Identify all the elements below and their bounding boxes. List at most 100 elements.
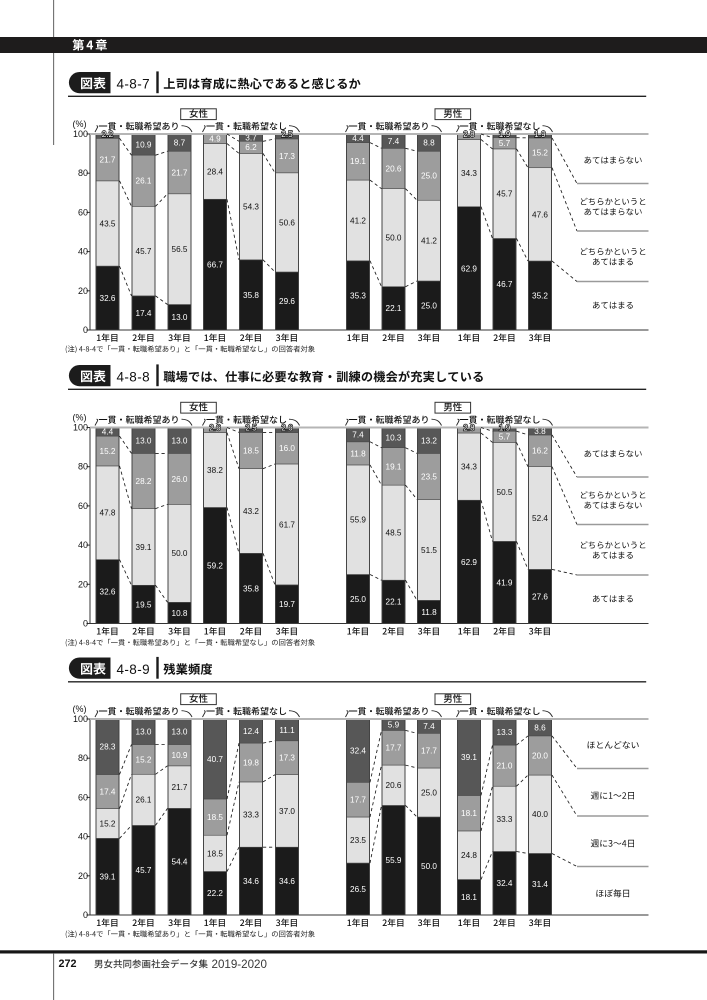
svg-text:50.6: 50.6 [279, 218, 295, 227]
svg-text:2.6: 2.6 [209, 423, 221, 432]
svg-text:100: 100 [73, 129, 88, 139]
svg-text:26.0: 26.0 [172, 475, 188, 484]
svg-text:32.4: 32.4 [350, 747, 366, 756]
svg-text:28.3: 28.3 [100, 743, 116, 752]
svg-text:4.9: 4.9 [209, 135, 221, 144]
svg-text:31.4: 31.4 [532, 880, 548, 889]
svg-text:13.0: 13.0 [136, 437, 152, 446]
svg-text:28.4: 28.4 [207, 167, 223, 176]
svg-text:19.5: 19.5 [136, 600, 152, 609]
svg-text:20.6: 20.6 [386, 164, 402, 173]
svg-text:(%): (%) [73, 412, 87, 422]
svg-text:2.5: 2.5 [281, 130, 293, 139]
svg-text:34.6: 34.6 [243, 877, 259, 886]
svg-text:7.4: 7.4 [423, 722, 435, 731]
svg-text:32.6: 32.6 [100, 588, 116, 597]
svg-text:35.8: 35.8 [243, 291, 259, 300]
svg-text:24.8: 24.8 [461, 851, 477, 860]
svg-text:15.2: 15.2 [100, 447, 116, 456]
svg-text:54.4: 54.4 [172, 858, 188, 867]
svg-text:43.2: 43.2 [243, 507, 259, 516]
svg-text:21.7: 21.7 [100, 156, 116, 165]
svg-text:34.6: 34.6 [279, 877, 295, 886]
svg-text:40: 40 [78, 247, 88, 257]
svg-text:40: 40 [78, 540, 88, 550]
svg-text:54.3: 54.3 [243, 203, 259, 212]
svg-text:48.5: 48.5 [386, 529, 402, 538]
svg-text:25.0: 25.0 [421, 788, 437, 797]
svg-text:11.8: 11.8 [421, 608, 437, 617]
svg-text:18.5: 18.5 [243, 446, 259, 455]
svg-text:10.9: 10.9 [172, 751, 188, 760]
svg-text:13.0: 13.0 [172, 728, 188, 737]
svg-text:22.2: 22.2 [207, 889, 223, 898]
svg-text:16.0: 16.0 [279, 444, 295, 453]
svg-text:2.8: 2.8 [463, 130, 475, 139]
svg-text:15.2: 15.2 [532, 149, 548, 158]
svg-text:56.5: 56.5 [172, 245, 188, 254]
svg-text:38.2: 38.2 [207, 466, 223, 475]
svg-text:34.3: 34.3 [461, 169, 477, 178]
svg-text:35.8: 35.8 [243, 584, 259, 593]
svg-text:66.7: 66.7 [207, 261, 223, 270]
svg-text:4.4: 4.4 [352, 134, 364, 143]
svg-text:(%): (%) [73, 119, 87, 129]
svg-text:40.7: 40.7 [207, 755, 223, 764]
svg-text:1.9: 1.9 [499, 423, 511, 432]
svg-text:25.0: 25.0 [421, 172, 437, 181]
svg-text:61.7: 61.7 [279, 520, 295, 529]
svg-text:20: 20 [78, 286, 88, 296]
svg-text:15.2: 15.2 [100, 819, 116, 828]
svg-text:5.9: 5.9 [388, 721, 400, 730]
svg-text:23.5: 23.5 [421, 472, 437, 481]
svg-text:45.7: 45.7 [136, 247, 152, 256]
svg-text:27.6: 27.6 [532, 592, 548, 601]
svg-text:26.5: 26.5 [350, 885, 366, 894]
svg-text:34.3: 34.3 [461, 463, 477, 472]
svg-text:17.7: 17.7 [421, 747, 437, 756]
svg-text:2.2: 2.2 [102, 130, 114, 139]
svg-text:4-8-8: 4-8-8 [117, 369, 151, 384]
svg-text:32.4: 32.4 [497, 879, 513, 888]
svg-text:5.7: 5.7 [499, 139, 511, 148]
svg-text:2.5: 2.5 [245, 423, 257, 432]
svg-text:(%): (%) [73, 704, 87, 714]
svg-text:7.4: 7.4 [388, 137, 400, 146]
svg-text:26.1: 26.1 [136, 796, 152, 805]
svg-text:13.3: 13.3 [497, 728, 513, 737]
svg-text:4-8-9: 4-8-9 [117, 662, 151, 677]
svg-text:7.4: 7.4 [352, 431, 364, 440]
svg-text:41.9: 41.9 [497, 578, 513, 587]
svg-text:13.0: 13.0 [136, 728, 152, 737]
svg-text:46.7: 46.7 [497, 280, 513, 289]
svg-text:41.2: 41.2 [350, 216, 366, 225]
svg-text:60: 60 [78, 207, 88, 217]
svg-text:17.3: 17.3 [279, 152, 295, 161]
svg-text:12.4: 12.4 [243, 727, 259, 736]
svg-text:55.9: 55.9 [350, 516, 366, 525]
svg-text:29.6: 29.6 [279, 297, 295, 306]
svg-text:1.9: 1.9 [534, 130, 546, 139]
svg-text:2.8: 2.8 [463, 423, 475, 432]
svg-text:80: 80 [78, 168, 88, 178]
svg-text:80: 80 [78, 753, 88, 763]
svg-text:52.4: 52.4 [532, 514, 548, 523]
svg-text:33.3: 33.3 [243, 810, 259, 819]
svg-text:19.7: 19.7 [279, 600, 295, 609]
svg-text:2019-2020: 2019-2020 [212, 958, 267, 971]
svg-text:21.7: 21.7 [172, 168, 188, 177]
svg-text:1.9: 1.9 [499, 130, 511, 139]
svg-text:10.9: 10.9 [136, 140, 152, 149]
svg-text:11.8: 11.8 [350, 449, 366, 458]
svg-text:40.0: 40.0 [532, 810, 548, 819]
svg-text:39.1: 39.1 [136, 543, 152, 552]
svg-text:20: 20 [78, 579, 88, 589]
svg-text:0: 0 [83, 325, 88, 335]
svg-text:39.1: 39.1 [100, 873, 116, 882]
svg-text:18.1: 18.1 [461, 809, 477, 818]
svg-text:45.7: 45.7 [497, 190, 513, 199]
svg-text:11.1: 11.1 [279, 726, 295, 735]
svg-text:0: 0 [83, 910, 88, 920]
svg-text:40: 40 [78, 832, 88, 842]
svg-text:20.6: 20.6 [386, 781, 402, 790]
